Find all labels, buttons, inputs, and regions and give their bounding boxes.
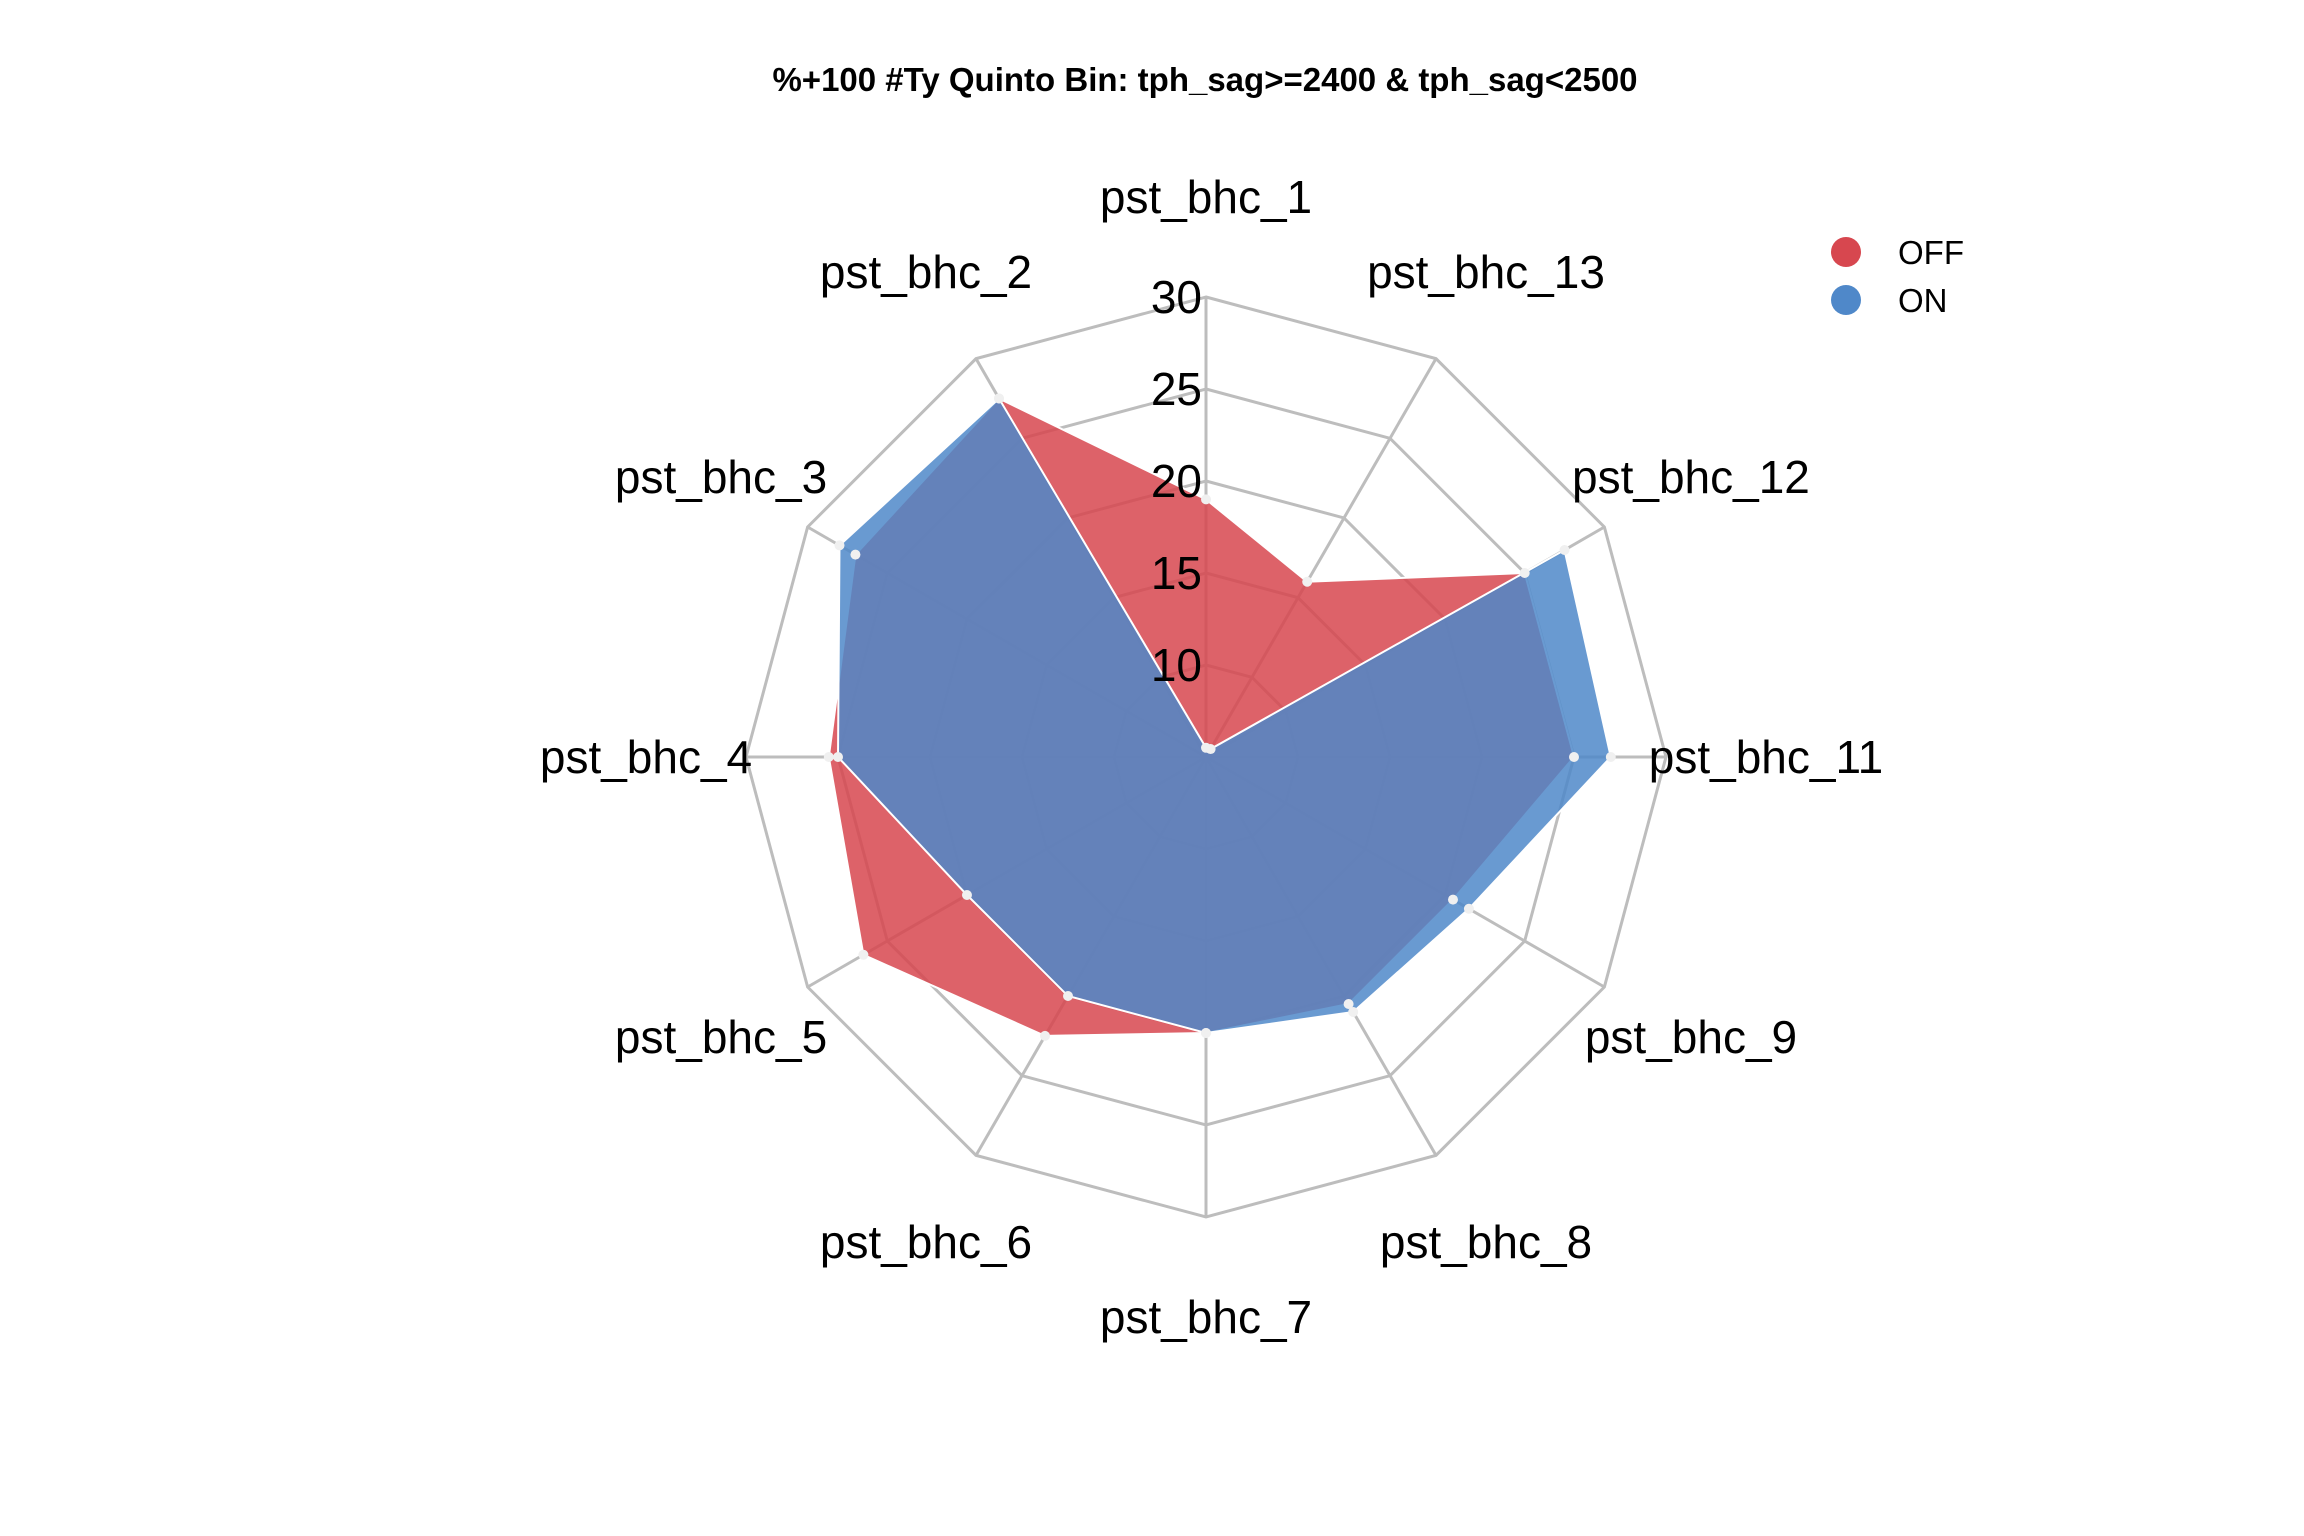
tick-label: 25 [1151, 363, 1202, 415]
tick-label: 10 [1151, 639, 1202, 691]
category-label: pst_bhc_13 [1367, 246, 1605, 298]
category-label: pst_bhc_1 [1100, 171, 1312, 223]
data-point-on [1605, 752, 1616, 762]
data-point-off [823, 752, 834, 762]
legend-marker-on [1831, 285, 1861, 315]
legend-label-on: ON [1898, 282, 1948, 319]
category-label: pst_bhc_3 [615, 451, 827, 503]
category-label: pst_bhc_5 [615, 1011, 827, 1063]
data-point-off [850, 549, 861, 560]
category-label: pst_bhc_9 [1585, 1011, 1797, 1063]
data-point-on [834, 540, 845, 551]
category-label: pst_bhc_7 [1100, 1291, 1312, 1343]
tick-label: 20 [1151, 455, 1202, 507]
category-label: pst_bhc_12 [1572, 451, 1810, 503]
data-point-off [1040, 1030, 1050, 1041]
data-point-off [1447, 894, 1458, 905]
radial-tick-labels: 10 15 20 25 30 [1151, 271, 1202, 691]
data-point-on [1559, 545, 1570, 555]
data-point-on [961, 890, 972, 900]
category-label: pst_bhc_6 [820, 1216, 1032, 1268]
data-point-off [858, 949, 869, 960]
category-label: pst_bhc_4 [540, 731, 752, 783]
data-point-on [1205, 744, 1216, 755]
tick-label: 15 [1151, 547, 1202, 599]
category-labels: pst_bhc_1pst_bhc_13pst_bhc_12pst_bhc_11p… [540, 171, 1883, 1343]
data-point-on [1201, 1028, 1211, 1038]
chart-title: %+100 #Ty Quinto Bin: tph_sag>=2400 & tp… [772, 61, 1637, 98]
data-point-off [1569, 752, 1579, 762]
category-label: pst_bhc_2 [820, 246, 1032, 298]
data-point-off [1519, 568, 1530, 578]
data-point-on [1063, 991, 1073, 1002]
legend-label-off: OFF [1898, 234, 1964, 271]
category-label: pst_bhc_11 [1649, 731, 1883, 783]
tick-label: 30 [1151, 271, 1202, 323]
data-point-off [1201, 494, 1211, 505]
legend: OFF ON [1831, 234, 1964, 319]
category-label: pst_bhc_8 [1380, 1216, 1592, 1268]
data-point-on [994, 393, 1004, 404]
data-point-on [1348, 1006, 1359, 1017]
data-point-off [1302, 576, 1313, 587]
data-point-off [1343, 998, 1354, 1009]
radar-series [823, 393, 1616, 1041]
legend-marker-off [1831, 237, 1861, 267]
data-point-on [1463, 903, 1474, 914]
data-point-on [833, 752, 843, 762]
